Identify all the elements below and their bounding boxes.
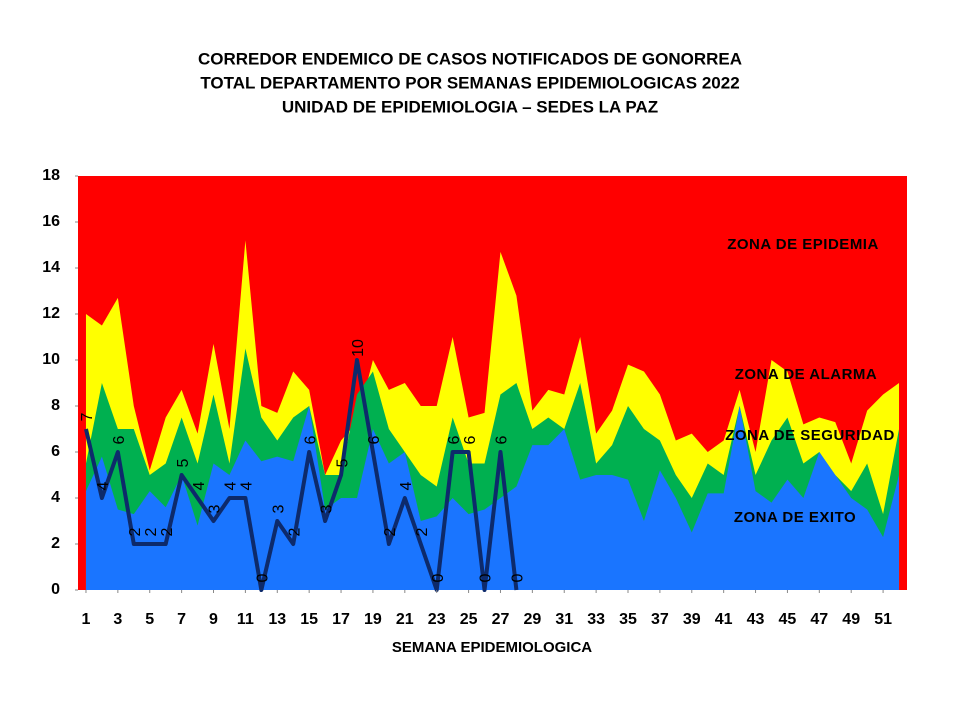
x-tick-label: 45: [779, 611, 797, 628]
y-tick-label: 8: [51, 397, 60, 414]
data-label: 6: [366, 435, 383, 444]
x-tick-label: 17: [332, 611, 350, 628]
x-tick-label: 19: [364, 611, 382, 628]
data-label: 0: [478, 573, 495, 582]
y-tick-label: 14: [42, 259, 60, 276]
y-tick-label: 0: [51, 581, 60, 598]
zone-label: ZONA DE SEGURIDAD: [725, 427, 895, 444]
data-label: 5: [175, 458, 192, 467]
data-label: 10: [350, 339, 367, 357]
data-label: 3: [318, 504, 335, 513]
zone-label: ZONA DE EXITO: [734, 509, 856, 526]
data-label: 2: [127, 527, 144, 536]
x-tick-label: 1: [82, 611, 91, 628]
x-tick-label: 43: [747, 611, 765, 628]
data-label: 3: [270, 504, 287, 513]
cases-line: [84, 358, 519, 592]
data-label: 4: [95, 481, 112, 490]
y-tick-label: 18: [42, 167, 60, 184]
y-tick-label: 16: [42, 213, 60, 230]
x-tick-label: 41: [715, 611, 733, 628]
x-tick-label: 25: [460, 611, 478, 628]
y-tick-label: 4: [51, 489, 60, 506]
data-label: 0: [430, 573, 447, 582]
data-label: 2: [382, 527, 399, 536]
x-tick-label: 3: [113, 611, 122, 628]
data-label: 2: [159, 527, 176, 536]
x-tick-label: 35: [619, 611, 637, 628]
data-label: 6: [494, 435, 511, 444]
chart-title: CORREDOR ENDEMICO DE CASOS NOTIFICADOS D…: [198, 49, 742, 68]
y-tick-label: 6: [51, 443, 60, 460]
y-tick-label: 10: [42, 351, 60, 368]
x-tick-label: 13: [268, 611, 286, 628]
data-label: 2: [414, 527, 431, 536]
zone-label: ZONA DE ALARMA: [735, 366, 878, 383]
data-label: 4: [239, 481, 256, 490]
y-tick-label: 2: [51, 535, 60, 552]
data-label: 6: [446, 435, 463, 444]
zone-label: ZONA DE EPIDEMIA: [727, 236, 879, 253]
x-tick-label: 29: [523, 611, 541, 628]
x-tick-label: 39: [683, 611, 701, 628]
data-label: 3: [207, 504, 224, 513]
data-label: 0: [510, 573, 527, 582]
data-label: 4: [398, 481, 415, 490]
x-tick-label: 31: [555, 611, 573, 628]
data-label: 6: [111, 435, 128, 444]
data-label: 6: [462, 435, 479, 444]
x-axis-label: SEMANA EPIDEMIOLOGICA: [392, 639, 592, 656]
x-tick-label: 51: [874, 611, 892, 628]
data-label: 0: [255, 573, 272, 582]
x-tick-label: 49: [842, 611, 860, 628]
x-tick-label: 11: [237, 611, 254, 628]
data-label: 2: [286, 527, 303, 536]
data-label: 4: [191, 481, 208, 490]
data-label: 4: [223, 481, 240, 490]
data-label: 7: [79, 412, 96, 421]
x-tick-label: 33: [587, 611, 605, 628]
x-tick-label: 37: [651, 611, 669, 628]
x-tick-label: 7: [177, 611, 186, 628]
chart-title: TOTAL DEPARTAMENTO POR SEMANAS EPIDEMIOL…: [200, 73, 739, 92]
x-tick-label: 47: [810, 611, 828, 628]
x-tick-label: 15: [300, 611, 318, 628]
x-tick-label: 9: [209, 611, 218, 628]
x-tick-label: 23: [428, 611, 446, 628]
chart-title: UNIDAD DE EPIDEMIOLOGIA – SEDES LA PAZ: [282, 97, 658, 116]
y-tick-label: 12: [42, 305, 60, 322]
x-tick-label: 5: [145, 611, 154, 628]
data-label: 2: [143, 527, 160, 536]
x-tick-label: 27: [492, 611, 510, 628]
zone-area: [85, 406, 900, 590]
data-label: 6: [302, 435, 319, 444]
x-tick-label: 21: [396, 611, 414, 628]
data-label: 5: [334, 458, 351, 467]
